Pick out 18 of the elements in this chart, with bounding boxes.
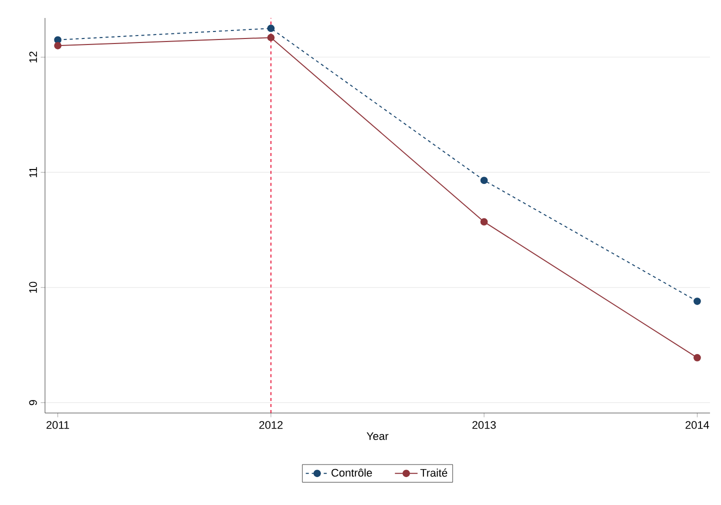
x-tick-label: 2012 [259,421,283,429]
x-axis-title: Year [366,432,388,440]
point [480,176,488,184]
legend-label: Contrôle [332,468,372,477]
y-tick-label: 10 [29,282,37,293]
x-tick-label: 2014 [686,421,710,429]
point [267,34,275,42]
x-tick-label: 2011 [46,421,70,429]
point [54,42,62,50]
y-tick-label: 11 [29,167,37,178]
y-tick-label: 9 [29,400,37,406]
point [267,24,275,32]
x-tick-label: 2013 [472,421,496,429]
y-tick-label: 12 [29,52,37,62]
point [480,218,488,226]
point [694,354,701,362]
point [694,298,701,305]
legend-label: Traité [420,468,448,477]
